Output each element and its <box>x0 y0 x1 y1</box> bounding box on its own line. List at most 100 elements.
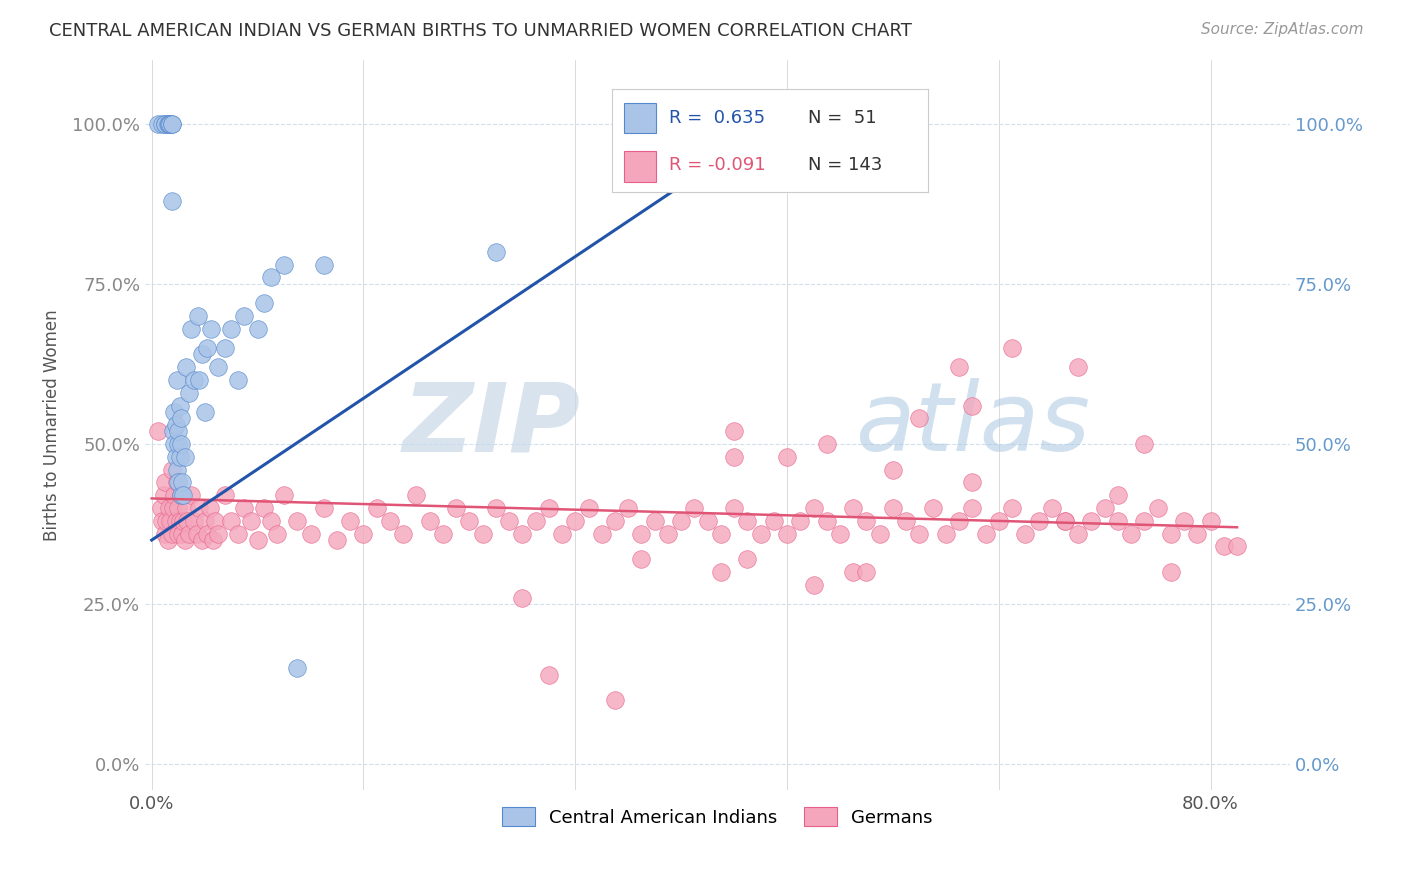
Point <box>159 117 181 131</box>
Point <box>644 514 666 528</box>
Point <box>170 437 193 451</box>
Point <box>152 488 174 502</box>
Point <box>974 526 997 541</box>
Point <box>177 385 200 400</box>
Point <box>160 117 183 131</box>
Point <box>194 514 217 528</box>
Point <box>723 424 745 438</box>
Point <box>163 488 186 502</box>
Point <box>150 514 173 528</box>
Point <box>1107 514 1129 528</box>
Point <box>194 405 217 419</box>
Point <box>630 526 652 541</box>
Point <box>165 450 187 464</box>
Point <box>935 526 957 541</box>
Point <box>159 514 181 528</box>
Point <box>165 417 187 432</box>
Point <box>710 526 733 541</box>
FancyBboxPatch shape <box>624 103 655 133</box>
Point <box>1053 514 1076 528</box>
Point <box>167 437 190 451</box>
Point <box>195 341 218 355</box>
Point <box>170 488 193 502</box>
Point <box>233 501 256 516</box>
Point <box>153 475 176 490</box>
Text: R =  0.635: R = 0.635 <box>669 109 765 127</box>
Point <box>253 296 276 310</box>
Point <box>1160 565 1182 579</box>
Point <box>948 514 970 528</box>
Point <box>630 552 652 566</box>
Point <box>285 514 308 528</box>
Point <box>749 526 772 541</box>
Point <box>339 514 361 528</box>
Point <box>471 526 494 541</box>
Point <box>1212 540 1234 554</box>
Point <box>172 514 194 528</box>
Text: N =  51: N = 51 <box>808 109 876 127</box>
Point <box>723 450 745 464</box>
Point <box>207 526 229 541</box>
Point <box>174 501 197 516</box>
Point <box>921 501 943 516</box>
Point <box>240 514 263 528</box>
Point <box>187 309 209 323</box>
Point <box>1067 360 1090 375</box>
Point <box>312 258 335 272</box>
Point <box>1094 501 1116 516</box>
Point <box>1160 526 1182 541</box>
Point <box>191 533 214 547</box>
Point <box>273 258 295 272</box>
Point <box>183 373 205 387</box>
Point <box>177 526 200 541</box>
Point <box>1053 514 1076 528</box>
Point <box>353 526 375 541</box>
Point <box>762 514 785 528</box>
Point <box>180 321 202 335</box>
Point <box>162 501 184 516</box>
Point <box>214 488 236 502</box>
Point <box>149 501 172 516</box>
Point <box>186 526 208 541</box>
Point <box>510 526 533 541</box>
Point <box>285 661 308 675</box>
Point <box>962 475 984 490</box>
Point <box>723 501 745 516</box>
Legend: Central American Indians, Germans: Central American Indians, Germans <box>494 798 942 836</box>
Point <box>617 501 640 516</box>
Point <box>485 244 508 259</box>
Point <box>198 501 221 516</box>
Point <box>737 514 759 528</box>
Point <box>908 526 931 541</box>
Point <box>233 309 256 323</box>
Point <box>776 526 799 541</box>
Point <box>273 488 295 502</box>
Point <box>987 514 1010 528</box>
Point <box>537 667 560 681</box>
Point <box>219 514 242 528</box>
FancyBboxPatch shape <box>624 151 655 181</box>
Point <box>855 514 877 528</box>
Point <box>1028 514 1050 528</box>
Point <box>896 514 918 528</box>
Point <box>948 360 970 375</box>
Point <box>226 373 249 387</box>
Point <box>169 514 191 528</box>
Point <box>1080 514 1102 528</box>
Point <box>163 437 186 451</box>
Point <box>603 693 626 707</box>
Point <box>156 117 179 131</box>
Point <box>498 514 520 528</box>
Point <box>882 501 904 516</box>
Point <box>207 360 229 375</box>
Point <box>1067 526 1090 541</box>
Point <box>266 526 288 541</box>
Text: CENTRAL AMERICAN INDIAN VS GERMAN BIRTHS TO UNMARRIED WOMEN CORRELATION CHART: CENTRAL AMERICAN INDIAN VS GERMAN BIRTHS… <box>49 22 912 40</box>
Point <box>828 526 851 541</box>
Point <box>160 526 183 541</box>
Point <box>195 526 218 541</box>
Point <box>444 501 467 516</box>
Point <box>1001 501 1024 516</box>
Point <box>160 462 183 476</box>
Point <box>148 424 170 438</box>
